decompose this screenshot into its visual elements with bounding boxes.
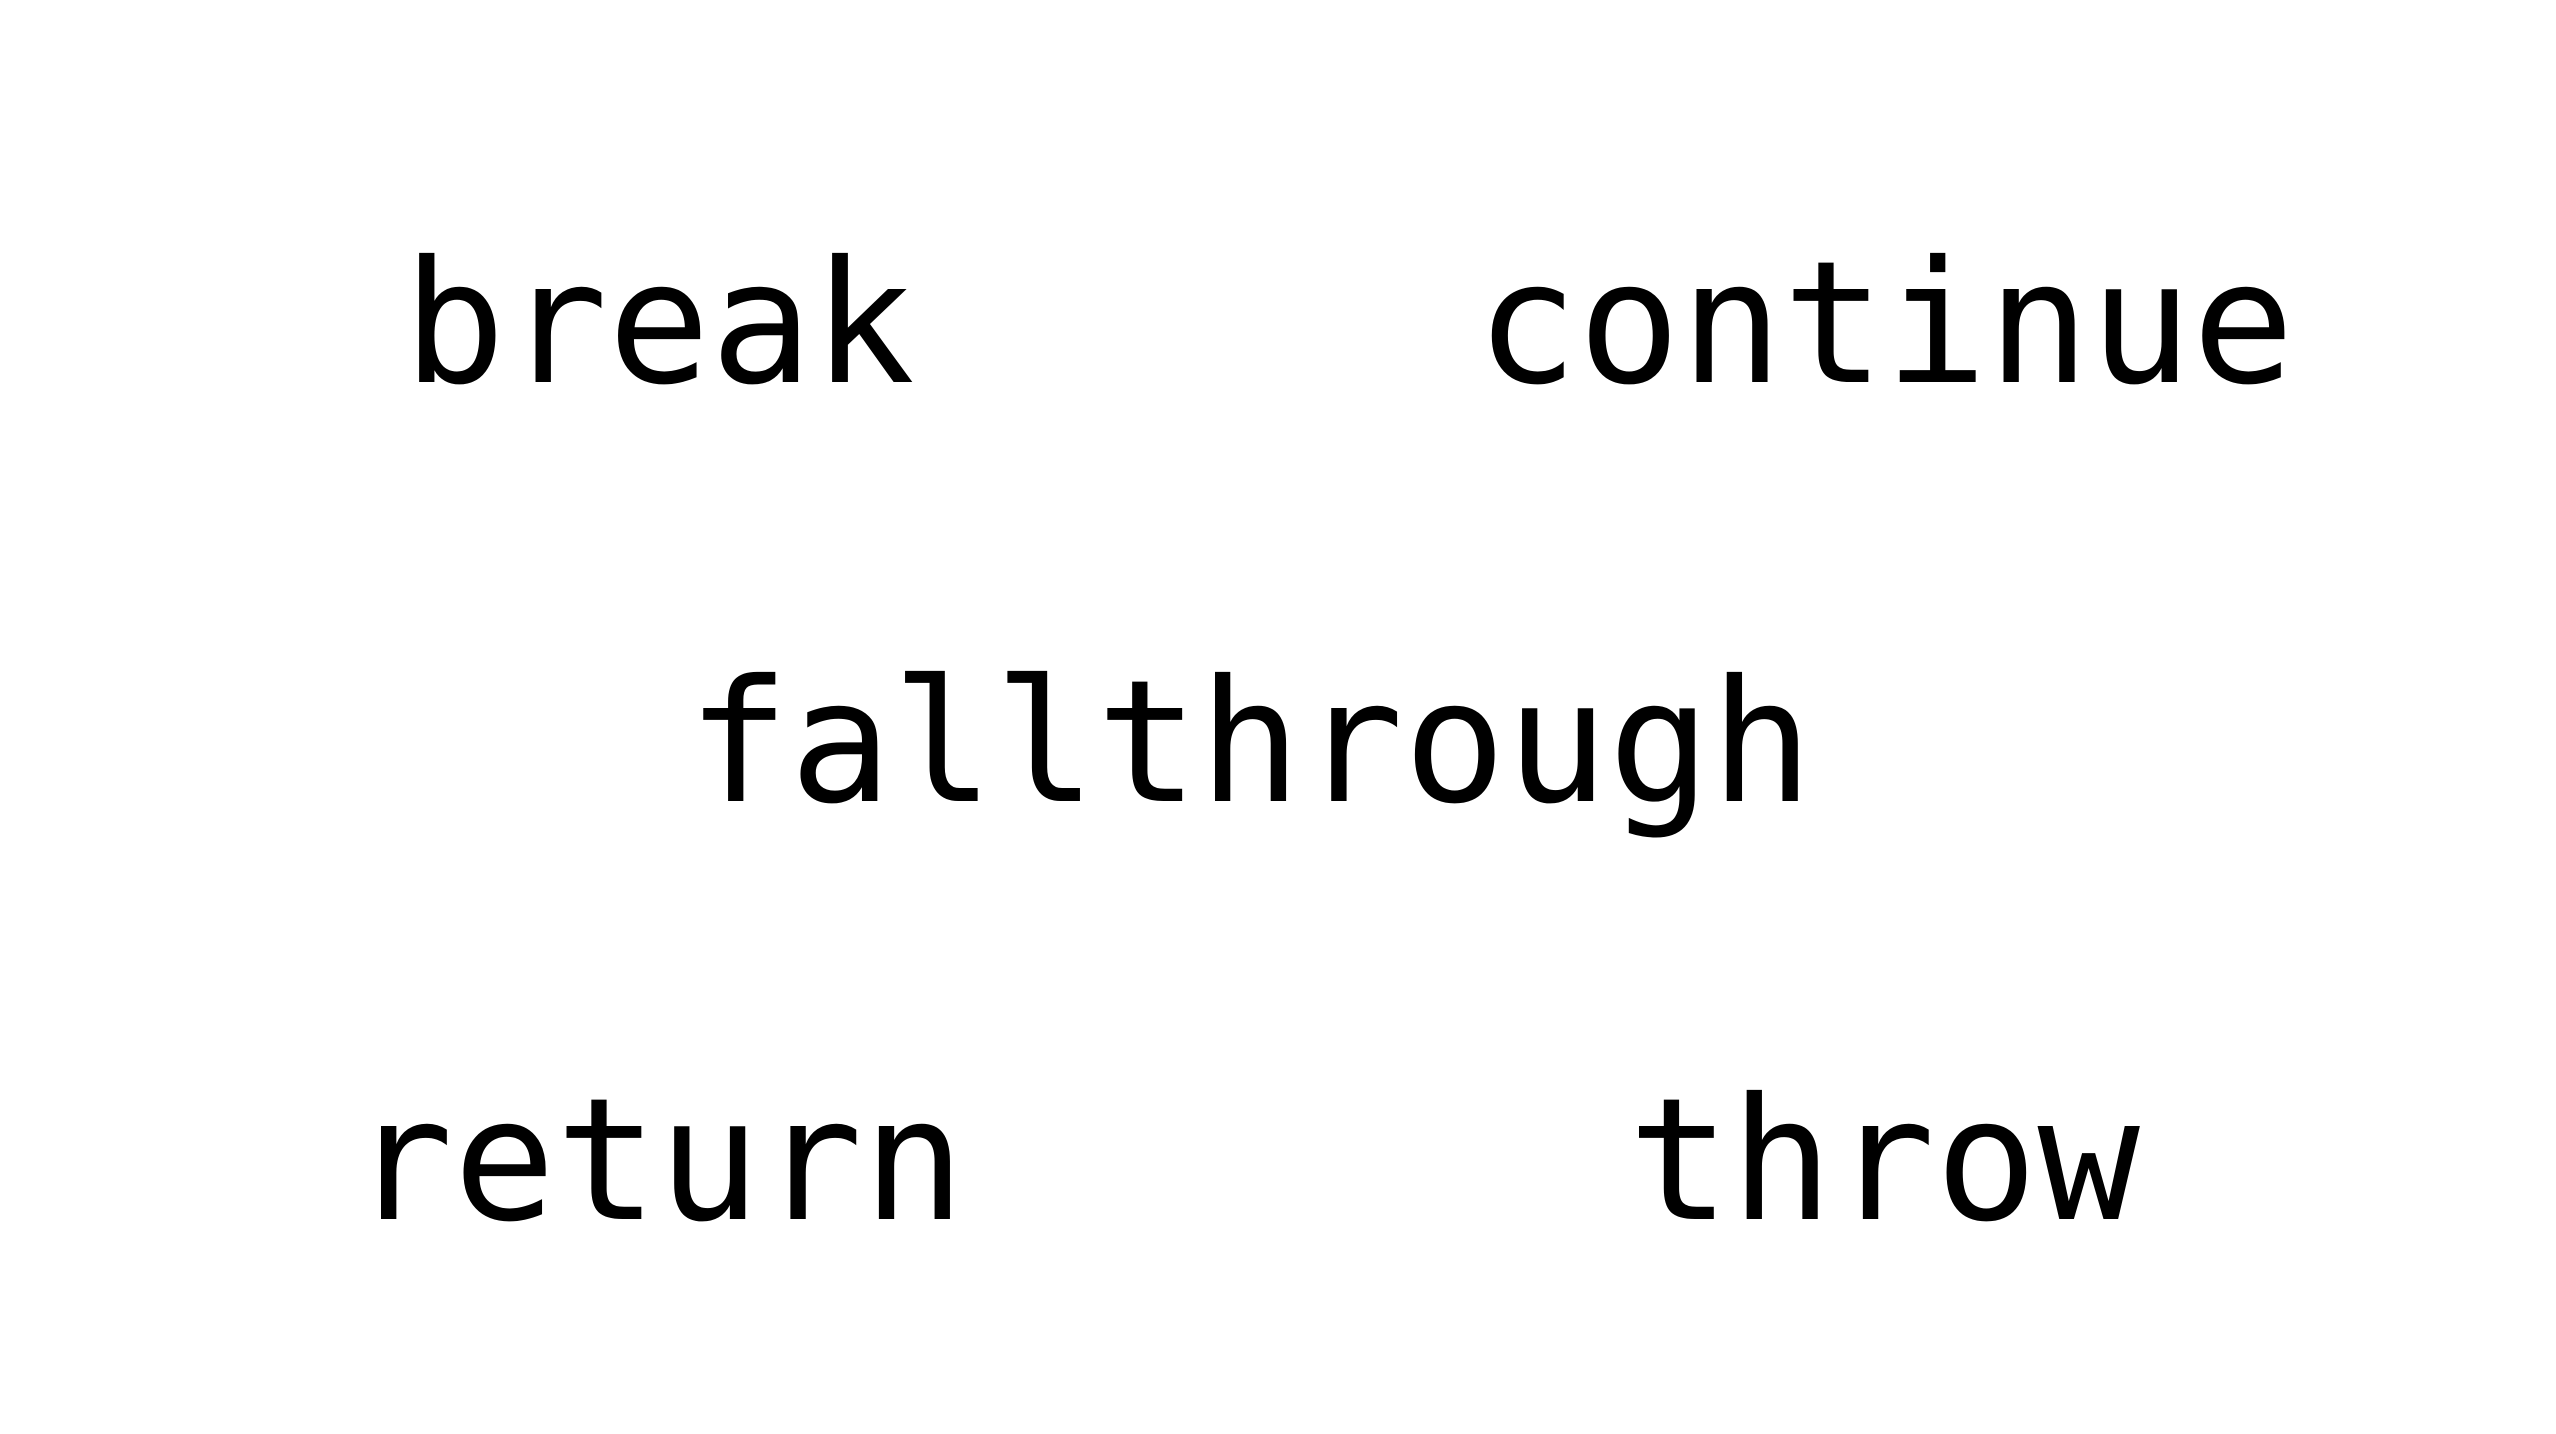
keyword-continue: continue bbox=[1475, 225, 2295, 423]
keyword-throw: throw bbox=[1628, 1062, 2140, 1260]
keyword-break: break bbox=[403, 225, 915, 423]
keyword-return: return bbox=[350, 1062, 966, 1260]
keyword-fallthrough: fallthrough bbox=[687, 644, 1813, 842]
